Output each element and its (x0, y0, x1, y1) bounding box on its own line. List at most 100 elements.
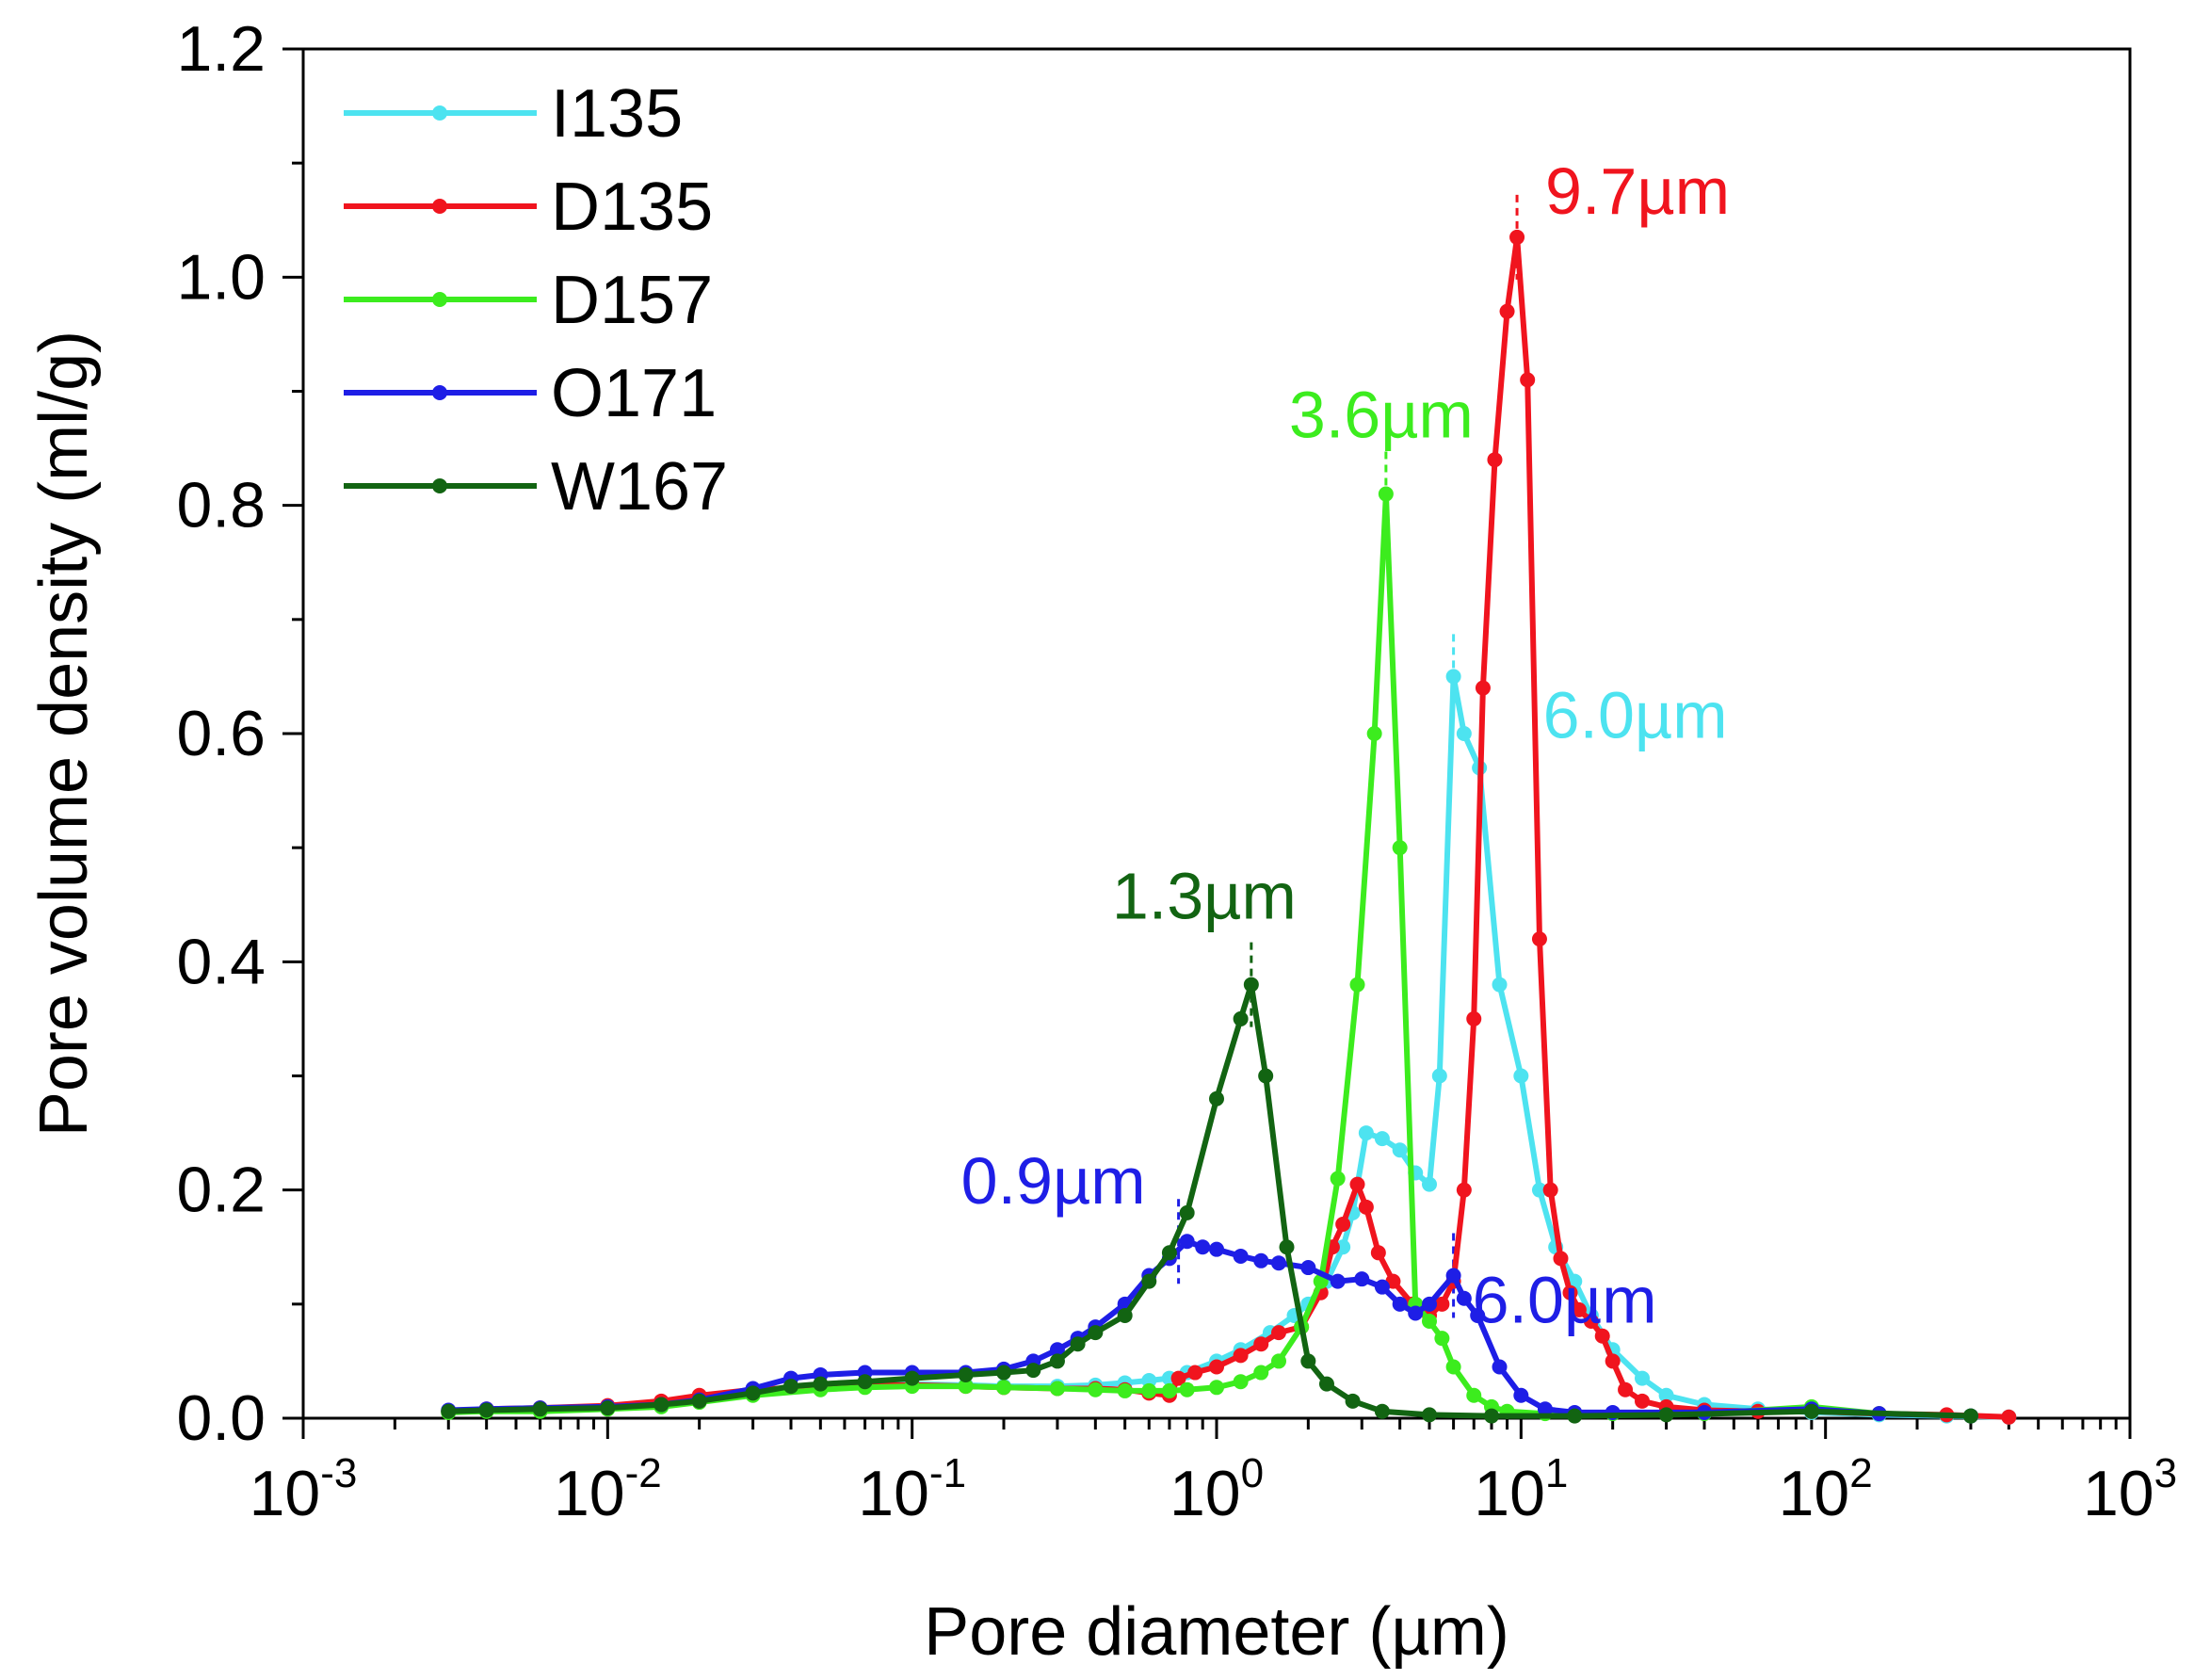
data-point (1366, 726, 1382, 741)
data-point (2001, 1409, 2017, 1425)
data-point (1374, 1403, 1390, 1419)
data-point (1253, 1365, 1269, 1381)
data-point (1456, 726, 1472, 741)
x-axis-label: Pore diameter (µm) (924, 1594, 1509, 1670)
data-point (1392, 1296, 1408, 1312)
legend-label: O171 (551, 356, 717, 431)
data-point (1422, 1296, 1438, 1312)
data-point (1233, 1248, 1249, 1264)
legend: I135 D135 D157 O171 W167 (344, 76, 728, 525)
legend-item-D135: D135 (344, 170, 713, 245)
series-O171 (441, 1234, 1978, 1424)
data-point (1117, 1307, 1133, 1323)
peak-annotation: 0.9µm (961, 1144, 1146, 1218)
data-point (1049, 1353, 1065, 1369)
data-point (1658, 1407, 1674, 1423)
data-point (1070, 1336, 1086, 1352)
peak-annotation: 3.6µm (1289, 379, 1474, 452)
data-point (1658, 1387, 1674, 1403)
legend-item-O171: O171 (344, 356, 717, 431)
data-point (1209, 1241, 1224, 1257)
data-point (1537, 1401, 1553, 1417)
data-point (1571, 1301, 1587, 1317)
data-point (478, 1402, 494, 1418)
data-point (1258, 1068, 1274, 1084)
data-point (1049, 1381, 1065, 1397)
data-point (1233, 1374, 1249, 1390)
series-W167 (441, 977, 1978, 1424)
data-point (958, 1379, 974, 1395)
data-point (1300, 1260, 1316, 1276)
data-point (1531, 1182, 1547, 1198)
data-point (1243, 977, 1259, 993)
data-point (1141, 1273, 1157, 1289)
data-point (1475, 680, 1491, 696)
legend-label: D135 (551, 170, 713, 245)
data-point (995, 1380, 1011, 1396)
data-point (1349, 977, 1365, 993)
data-point (1195, 1239, 1211, 1255)
legend-swatch-marker (432, 105, 447, 121)
data-point (1635, 1370, 1651, 1386)
data-point (1803, 1403, 1819, 1419)
legend-label: D157 (551, 263, 713, 338)
data-point (1553, 1251, 1569, 1267)
y-tick-label: 1.0 (176, 241, 266, 313)
data-point (1270, 1325, 1286, 1341)
data-point (1492, 977, 1508, 993)
data-point (1179, 1204, 1195, 1220)
data-point (958, 1366, 974, 1382)
y-tick-label: 0.8 (176, 470, 266, 541)
data-point (1209, 1380, 1224, 1396)
data-point (1422, 1314, 1438, 1330)
data-point (1209, 1359, 1224, 1375)
series-D157 (441, 486, 1978, 1424)
data-point (1088, 1381, 1104, 1397)
data-point (1470, 1307, 1486, 1323)
data-point (1345, 1393, 1361, 1409)
data-point (1233, 1348, 1249, 1364)
data-point (1567, 1408, 1583, 1424)
series-line (448, 673, 2009, 1420)
data-point (1335, 1239, 1351, 1255)
data-point (1161, 1245, 1177, 1261)
y-axis-label: Pore volume density (ml/g) (26, 331, 102, 1137)
legend-swatch-marker (432, 292, 447, 307)
data-point (653, 1397, 669, 1413)
plot-frame (301, 47, 2132, 1420)
legend-item-I135: I135 (344, 76, 683, 152)
x-tick-label: 10-3 (250, 1450, 358, 1529)
data-point (1445, 669, 1461, 685)
data-point (1179, 1381, 1195, 1397)
data-point (1354, 1271, 1370, 1287)
legend-item-W167: W167 (344, 449, 728, 525)
data-point (1117, 1382, 1133, 1398)
peak-annotation: 6.0µm (1543, 678, 1728, 751)
legend-swatch-marker (432, 385, 447, 400)
legend-label: W167 (551, 449, 728, 525)
legend-label: I135 (551, 76, 683, 152)
data-point (1253, 1336, 1269, 1352)
data-point (1330, 1273, 1346, 1289)
peak-annotation: 6.0µm (1473, 1264, 1657, 1337)
data-point (532, 1401, 548, 1417)
x-tick-label: 10-2 (554, 1450, 662, 1529)
data-point (1349, 1176, 1365, 1192)
data-point (691, 1393, 707, 1409)
data-point (1270, 1353, 1286, 1369)
data-point (1962, 1408, 1978, 1424)
data-point (1253, 1252, 1269, 1268)
axis-ticks: 0.0 0.2 0.4 0.6 0.8 1.0 1.2 10-3 10-2 10-1 100 101 1… (176, 13, 2177, 1529)
data-point (1594, 1328, 1610, 1344)
data-point (1270, 1255, 1286, 1271)
data-point (1520, 372, 1536, 388)
data-point (441, 1403, 457, 1419)
data-point (1562, 1284, 1578, 1300)
data-point (1445, 1359, 1461, 1375)
peak-annotations: 9.7µm 3.6µm 6.0µm 1.3µm 0.9µm 6.0µm (961, 154, 1730, 1337)
legend-swatch-marker (432, 478, 447, 493)
data-point (1378, 486, 1394, 502)
y-tick-label: 1.2 (176, 13, 266, 85)
data-point (1408, 1305, 1424, 1321)
